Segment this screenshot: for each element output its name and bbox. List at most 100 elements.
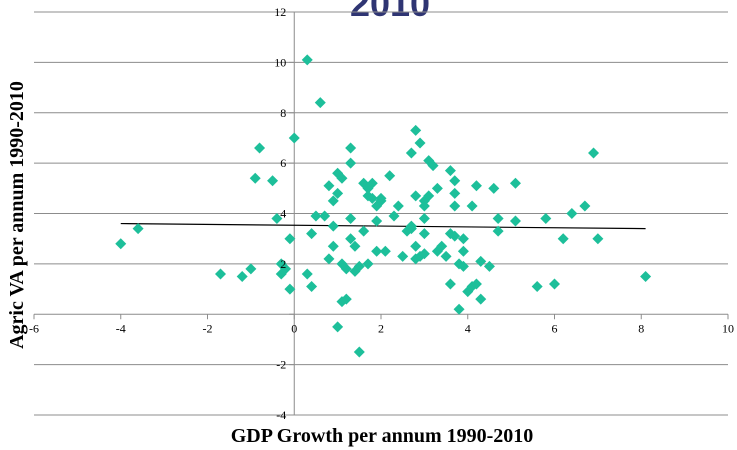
data-point <box>440 250 452 262</box>
y-tick-label: 6 <box>280 156 286 170</box>
data-point <box>310 210 322 222</box>
data-point <box>353 260 365 272</box>
y-tick-label: 2 <box>280 257 286 271</box>
data-point <box>345 233 357 245</box>
data-point <box>375 192 387 204</box>
data-point <box>271 213 283 225</box>
x-tick-labels: -6 -4 -2 0 2 4 6 8 10 <box>29 321 734 335</box>
data-point <box>345 157 357 169</box>
data-point <box>362 258 374 270</box>
data-point <box>488 182 500 194</box>
data-point <box>301 54 313 66</box>
data-point <box>557 233 569 245</box>
data-point <box>249 172 261 184</box>
y-tick-labels: -4 -2 2 4 6 8 10 12 <box>274 5 286 422</box>
axes <box>33 11 729 416</box>
data-point <box>132 223 144 235</box>
y-axis-title: Agric VA per annum 1990-2010 <box>6 81 28 349</box>
x-tick-label: 10 <box>722 321 734 335</box>
data-point <box>284 283 296 295</box>
data-point <box>345 142 357 154</box>
data-point <box>449 200 461 212</box>
trendline-group <box>120 222 646 230</box>
data-point <box>410 124 422 136</box>
data-point <box>414 137 426 149</box>
data-point <box>457 233 469 245</box>
data-point <box>470 278 482 290</box>
data-point <box>483 260 495 272</box>
data-point <box>418 213 430 225</box>
y-tick-label: 4 <box>280 207 286 221</box>
data-point <box>340 293 352 305</box>
data-point <box>267 175 279 187</box>
data-point <box>509 177 521 189</box>
data-point <box>427 160 439 172</box>
trendline <box>120 222 646 230</box>
data-point <box>371 215 383 227</box>
data-point <box>444 165 456 177</box>
x-tick-label: -4 <box>116 321 126 335</box>
data-point <box>284 233 296 245</box>
data-point <box>245 263 257 275</box>
x-tick-label: 2 <box>378 321 384 335</box>
data-point <box>301 268 313 280</box>
data-point <box>332 321 344 333</box>
data-point <box>566 208 578 219</box>
y-tick-label: -2 <box>276 358 286 372</box>
data-point <box>466 200 478 212</box>
data-point <box>115 238 127 250</box>
y-tick-label: -4 <box>276 408 286 422</box>
data-point <box>475 293 487 305</box>
data-point <box>531 281 543 293</box>
data-point <box>340 263 352 275</box>
x-tick-label: -6 <box>29 321 39 335</box>
data-point <box>306 228 318 240</box>
x-tick-label: 4 <box>465 321 471 335</box>
data-point <box>592 233 604 245</box>
y-tick-label: 12 <box>274 5 286 19</box>
x-tick-label: 0 <box>291 321 297 335</box>
gridlines <box>34 11 728 416</box>
data-point <box>423 190 435 202</box>
data-points <box>115 54 652 358</box>
data-point <box>323 253 335 265</box>
data-point <box>431 182 443 194</box>
data-point <box>418 200 430 212</box>
data-point <box>405 220 417 232</box>
data-point <box>444 278 456 290</box>
data-point <box>306 281 318 293</box>
data-point <box>492 225 504 237</box>
data-point <box>410 240 422 252</box>
data-point <box>288 132 300 144</box>
data-point <box>384 170 396 182</box>
data-point <box>366 177 378 189</box>
data-point <box>579 200 591 212</box>
data-point <box>549 278 560 290</box>
data-point <box>314 97 326 109</box>
data-point <box>457 245 469 257</box>
data-point <box>323 180 335 192</box>
data-point <box>640 270 652 282</box>
data-point <box>336 172 348 184</box>
data-point <box>588 147 600 159</box>
data-point <box>345 213 357 225</box>
x-axis-title: GDP Growth per annum 1990-2010 <box>231 425 534 447</box>
data-point <box>410 190 422 202</box>
y-tick-label: 10 <box>274 55 286 69</box>
data-point <box>418 228 430 240</box>
data-point <box>215 268 227 280</box>
data-point <box>418 248 430 260</box>
data-point <box>319 210 331 222</box>
data-point <box>470 180 482 192</box>
data-point <box>388 210 400 222</box>
data-point <box>254 142 266 154</box>
data-point <box>327 195 339 207</box>
data-point <box>492 213 504 225</box>
data-point <box>436 240 448 252</box>
data-point <box>358 225 370 237</box>
data-point <box>509 215 521 227</box>
data-point <box>397 250 409 262</box>
data-point <box>453 303 465 315</box>
data-point <box>353 346 365 358</box>
